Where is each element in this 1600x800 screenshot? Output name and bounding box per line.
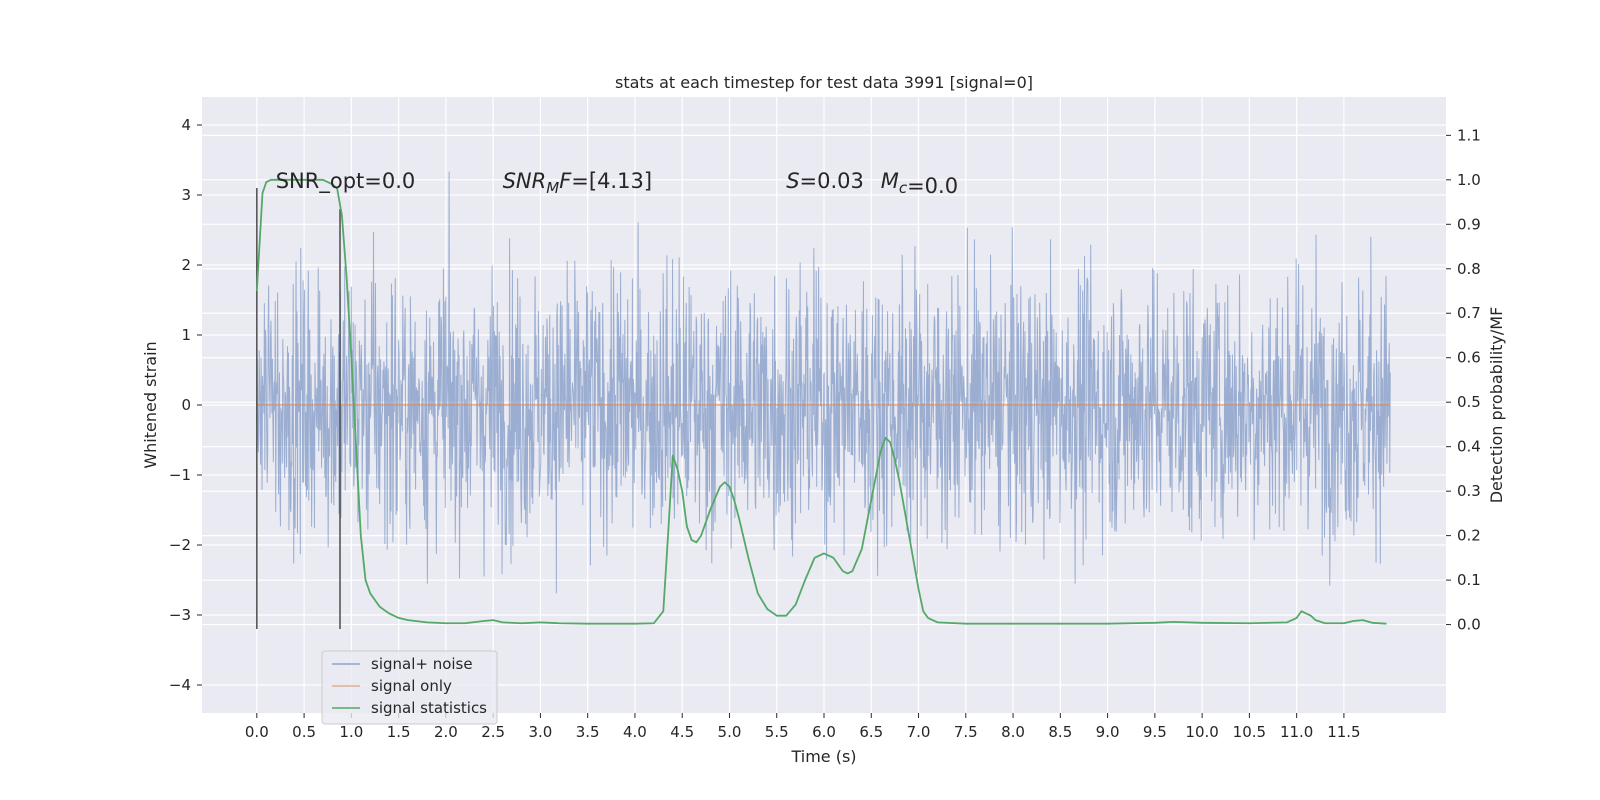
chart-title: stats at each timestep for test data 399… [615, 73, 1033, 92]
legend-label-signal-statistics: signal statistics [371, 699, 487, 717]
legend-label-signal-noise: signal+ noise [371, 655, 473, 673]
x-tick-label: 3.5 [576, 723, 600, 741]
x-tick-label: 10.0 [1185, 723, 1218, 741]
x-tick-label: 8.5 [1048, 723, 1072, 741]
annotations: SNR_opt=0.0 SNRMF=[4.13] S=0.03 Mc=0.0 [276, 169, 958, 198]
y2-tick-label: 0.7 [1457, 304, 1481, 322]
x-tick-label: 1.5 [387, 723, 411, 741]
y2-tick-label: 0.5 [1457, 393, 1481, 411]
y-tick-label: 0 [181, 396, 191, 414]
y-tick-label: −3 [169, 606, 191, 624]
x-tick-label: 11.0 [1280, 723, 1313, 741]
x-tick-label: 5.5 [765, 723, 789, 741]
x-tick-label: 7.0 [907, 723, 931, 741]
series-signal-statistics [255, 178, 1387, 625]
x-tick-label: 4.5 [670, 723, 694, 741]
signal-noise-line [256, 171, 1391, 594]
axes: 0.0 0.5 1.0 1.5 2.0 2.5 3.0 3.5 4.0 4.5 5.0 5.5 6.0 6… [169, 116, 1481, 741]
annotation: SNRMF=[4.13] [503, 169, 652, 197]
x-tick-label: 0.5 [292, 723, 316, 741]
y2-axis-label: Detection probability/MF [1487, 307, 1506, 504]
x-tick-label: 1.0 [339, 723, 363, 741]
y2-tick-label: 1.1 [1457, 126, 1481, 144]
y2-tick-label: 0.1 [1457, 571, 1481, 589]
y2-tick-label: 0.9 [1457, 215, 1481, 233]
y-tick-label: 4 [181, 116, 191, 134]
x-axis-label: Time (s) [790, 747, 856, 766]
annotation: S=0.03 [786, 169, 864, 193]
x-tick-label: 4.0 [623, 723, 647, 741]
signal-statistics-line [255, 178, 1387, 625]
y2-tick-label: 0.4 [1457, 438, 1481, 456]
x-tick-label: 7.5 [954, 723, 978, 741]
x-tick-label: 6.0 [812, 723, 836, 741]
y2-tick-label: 1.0 [1457, 171, 1481, 189]
y-tick-label: 3 [181, 186, 191, 204]
y-tick-label: 2 [181, 256, 191, 274]
x-tick-label: 3.0 [528, 723, 552, 741]
y-tick-label: −4 [169, 676, 191, 694]
y2-tick-label: 0.8 [1457, 260, 1481, 278]
x-tick-label: 9.5 [1143, 723, 1167, 741]
legend-label-signal-only: signal only [371, 677, 452, 695]
legend-box [321, 650, 498, 725]
x-tick-label: 6.5 [859, 723, 883, 741]
series-signal-noise [256, 171, 1391, 594]
x-tick-label: 2.0 [434, 723, 458, 741]
y-tick-label: −2 [169, 536, 191, 554]
y2-tick-label: 0.2 [1457, 527, 1481, 545]
vertical-markers [256, 188, 341, 629]
annotation: SNR_opt=0.0 [276, 169, 416, 194]
y2-tick-label: 0.3 [1457, 482, 1481, 500]
y-axis-label: Whitened strain [141, 341, 160, 468]
y-tick-label: −1 [169, 466, 191, 484]
y2-tick-label: 0.6 [1457, 349, 1481, 367]
x-tick-label: 8.0 [1001, 723, 1025, 741]
x-tick-label: 11.5 [1327, 723, 1360, 741]
x-tick-label: 9.0 [1096, 723, 1120, 741]
y-tick-label: 1 [181, 326, 191, 344]
x-tick-label: 10.5 [1233, 723, 1266, 741]
legend: signal+ noise signal only signal statist… [321, 650, 498, 725]
x-tick-label: 5.0 [718, 723, 742, 741]
x-tick-label: 2.5 [481, 723, 505, 741]
annotation: Mc=0.0 [881, 169, 958, 198]
x-tick-label: 0.0 [245, 723, 269, 741]
y2-tick-label: 0.0 [1457, 616, 1481, 634]
